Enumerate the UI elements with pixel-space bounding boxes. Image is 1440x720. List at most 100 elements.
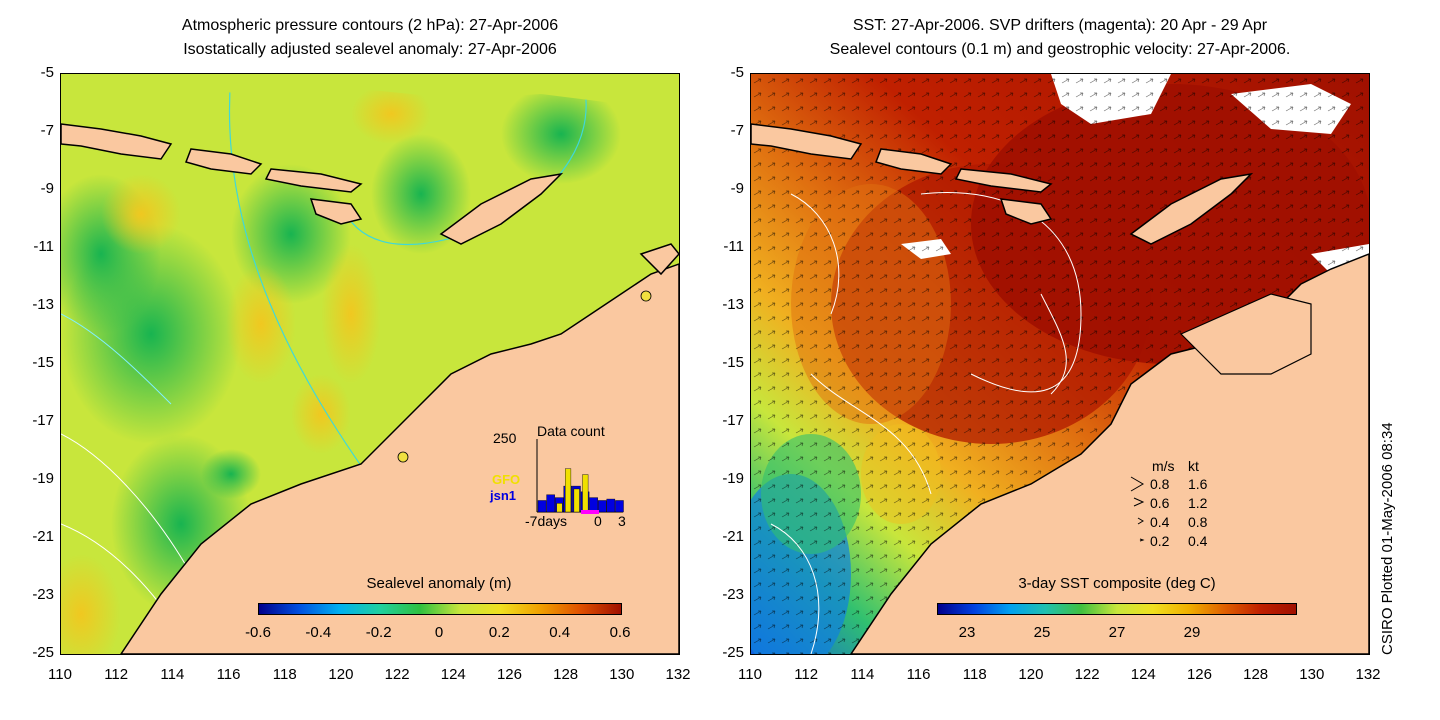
left-x-tick: 114	[160, 666, 185, 683]
right-colorbar-tick: 23	[958, 624, 976, 641]
inset-series-jsn1: jsn1	[490, 488, 517, 503]
gfo-bar	[573, 488, 580, 513]
right-x-tick: 116	[906, 666, 931, 683]
right-y-tick: -9	[730, 180, 744, 197]
left-colorbar-label: Sealevel anomaly (m)	[366, 575, 512, 592]
inset-series-gfo: GFO	[492, 472, 521, 487]
left-colorbar-tick: 0	[434, 624, 444, 641]
left-colorbar-tick: -0.6	[245, 624, 271, 641]
left-y-tick: -13	[32, 296, 54, 313]
velocity-legend-kt-value: 1.2	[1188, 495, 1208, 511]
right-x-tick: 110	[738, 666, 762, 683]
velocity-legend-arrows	[1130, 476, 1145, 542]
right-x-tick: 114	[850, 666, 875, 683]
right-y-tick: -19	[722, 470, 744, 487]
inset-x-right: 3	[618, 513, 626, 529]
right-x-tick: 126	[1186, 666, 1212, 683]
jsn1-bar	[598, 500, 607, 513]
left-x-tick: 128	[553, 666, 579, 683]
left-x-tick: 130	[609, 666, 635, 683]
jsn1-bar	[537, 500, 547, 513]
right-colorbar-label: 3-day SST composite (deg C)	[1018, 575, 1216, 592]
jsn1-bar	[589, 497, 598, 513]
right-colorbar	[937, 603, 1297, 615]
right-x-tick: 124	[1130, 666, 1156, 683]
left-y-tick: -11	[33, 238, 54, 255]
left-map-graphic	[61, 74, 679, 654]
left-colorbar-tick: 0.6	[609, 624, 631, 641]
left-colorbar	[258, 603, 622, 615]
right-x-tick: 128	[1243, 666, 1269, 683]
left-colorbar-tick: 0.4	[549, 624, 571, 641]
right-x-tick: 118	[962, 666, 987, 683]
gfo-bar	[565, 468, 572, 513]
tide-gauge-marker	[397, 451, 409, 463]
left-x-tick: 110	[48, 666, 72, 683]
jsn1-bar	[615, 500, 624, 513]
left-y-tick: -5	[40, 64, 54, 81]
left-y-tick: -7	[40, 122, 54, 139]
velocity-legend-ms-value: 0.8	[1150, 476, 1170, 492]
right-y-tick: -23	[722, 586, 744, 603]
tide-gauge-marker	[640, 290, 652, 302]
right-title-line1: SST: 27-Apr-2006. SVP drifters (magenta)…	[852, 17, 1268, 34]
inset-x-mid: 0	[594, 513, 602, 529]
left-y-tick: -15	[32, 354, 54, 371]
inset-title-text: Data count	[537, 423, 605, 439]
left-x-tick: 118	[272, 666, 297, 683]
left-sealevel-map	[60, 73, 680, 655]
left-y-tick: -25	[32, 644, 54, 661]
right-y-tick: -5	[730, 64, 744, 81]
right-x-tick: 130	[1299, 666, 1325, 683]
left-colorbar-tick: 0.2	[488, 624, 510, 641]
left-y-tick: -9	[40, 180, 54, 197]
left-y-tick: -23	[32, 586, 54, 603]
left-x-tick: 124	[440, 666, 466, 683]
velocity-legend-kt-value: 0.4	[1188, 533, 1208, 549]
credit-text: CSIRO Plotted 01-May-2006 08:34	[1379, 422, 1396, 655]
velocity-legend-kt-header: kt	[1188, 458, 1199, 474]
velocity-legend-kt-value: 1.6	[1188, 476, 1208, 492]
right-y-tick: -15	[722, 354, 744, 371]
data-count-inset	[536, 439, 624, 514]
right-y-tick: -17	[722, 412, 744, 429]
gfo-bar	[556, 503, 563, 513]
right-colorbar-tick: 25	[1033, 624, 1051, 641]
right-x-tick: 132	[1355, 666, 1381, 683]
jsn1-bar	[546, 494, 555, 513]
gfo-bar	[582, 474, 589, 513]
right-y-tick: -25	[722, 644, 744, 661]
inset-x-left: -7days	[525, 513, 568, 529]
left-x-tick: 112	[104, 666, 129, 683]
left-y-tick: -19	[32, 470, 54, 487]
left-title-line1: Atmospheric pressure contours (2 hPa): 2…	[181, 17, 559, 34]
right-colorbar-tick: 27	[1108, 624, 1126, 641]
left-x-tick: 132	[665, 666, 691, 683]
right-x-tick: 120	[1018, 666, 1044, 683]
velocity-legend-kt-value: 0.8	[1188, 514, 1208, 530]
jsn1-bar	[606, 498, 616, 513]
velocity-legend-ms-value: 0.6	[1150, 495, 1170, 511]
velocity-legend-ms-value: 0.2	[1150, 533, 1170, 549]
left-y-tick: -17	[32, 412, 54, 429]
right-sst-map	[750, 73, 1370, 655]
right-y-tick: -11	[723, 238, 744, 255]
left-title-line2: Isostatically adjusted sealevel anomaly:…	[183, 41, 557, 58]
left-y-tick: -21	[32, 528, 54, 545]
left-x-tick: 116	[216, 666, 241, 683]
right-y-tick: -21	[722, 528, 744, 545]
data-count-bars	[537, 468, 624, 513]
inset-ymax: 250	[493, 430, 517, 446]
left-x-tick: 126	[496, 666, 522, 683]
drifter-window-mark	[581, 510, 599, 514]
right-title-line2: Sealevel contours (0.1 m) and geostrophi…	[829, 41, 1291, 58]
left-x-tick: 122	[384, 666, 410, 683]
left-colorbar-tick: -0.2	[365, 624, 392, 641]
right-y-tick: -7	[730, 122, 744, 139]
velocity-legend-ms-value: 0.4	[1150, 514, 1170, 530]
right-colorbar-tick: 29	[1183, 624, 1201, 641]
right-map-graphic	[751, 74, 1369, 654]
left-colorbar-tick: -0.4	[305, 624, 332, 641]
velocity-legend-ms-header: m/s	[1152, 458, 1175, 474]
right-y-tick: -13	[722, 296, 744, 313]
